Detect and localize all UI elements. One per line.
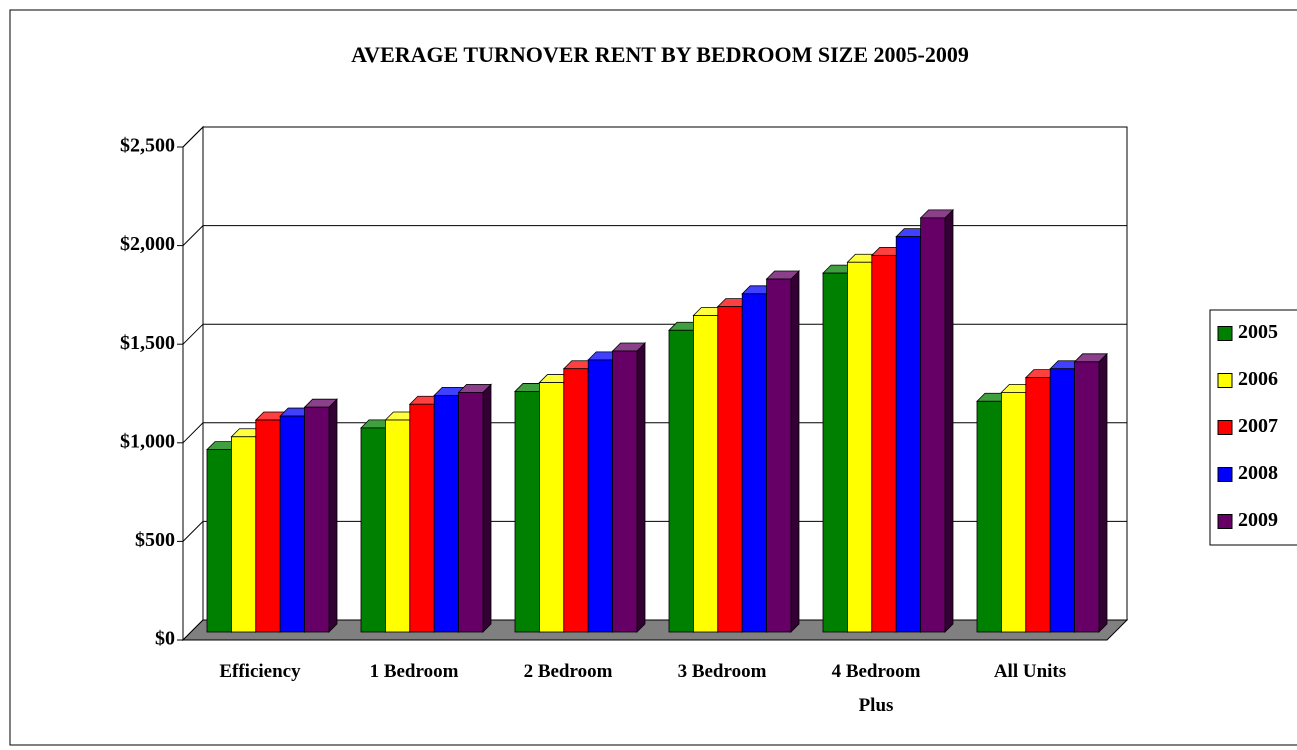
bar [230, 436, 257, 633]
bar [539, 382, 565, 633]
legend-label: 2009 [1238, 509, 1278, 531]
bar [360, 427, 386, 633]
bar [920, 217, 946, 633]
bar-side [328, 398, 338, 633]
legend-swatch [1217, 514, 1233, 529]
bar-side [790, 270, 800, 633]
x-tick-label: 1 Bedroom [369, 661, 459, 682]
bar [384, 419, 411, 633]
bar [458, 392, 484, 633]
bar [693, 315, 719, 633]
bar [433, 394, 460, 633]
x-tick-label: 2 Bedroom [523, 661, 613, 682]
bar [255, 419, 281, 633]
y-tick-label: $2,000 [120, 233, 175, 255]
x-tick-label: Efficiency [219, 661, 301, 682]
chart-title: AVERAGE TURNOVER RENT BY BEDROOM SIZE 20… [351, 42, 969, 67]
bar [304, 406, 330, 633]
legend-label: 2005 [1238, 321, 1278, 343]
bar-side [482, 383, 492, 633]
bar [871, 254, 897, 633]
bar [766, 278, 792, 633]
x-tick-label: All Units [993, 661, 1067, 682]
bar [1074, 361, 1100, 633]
chart-frame [9, 9, 1297, 746]
bar [1001, 392, 1027, 633]
legend-swatch [1217, 373, 1233, 388]
y-tick-label: $1,000 [120, 430, 175, 452]
x-tick-label: 3 Bedroom [677, 661, 767, 682]
y-tick-label: $500 [135, 529, 175, 551]
bar [668, 329, 694, 633]
grid-line [182, 225, 1127, 246]
bar-side [636, 342, 646, 633]
bar [717, 306, 743, 633]
legend-label: 2008 [1238, 462, 1278, 484]
bar [847, 261, 873, 633]
bar [612, 350, 638, 633]
bar [976, 400, 1002, 633]
x-tick-label: 4 Bedroom Plus [831, 661, 921, 716]
side-wall [182, 125, 204, 642]
bar [895, 236, 922, 633]
grid-line [182, 520, 1127, 542]
bar [279, 415, 306, 633]
grid-line [182, 126, 1127, 148]
legend-swatch [1217, 467, 1233, 482]
legend-label: 2006 [1238, 368, 1278, 390]
y-tick-label: $2,500 [120, 135, 175, 157]
bar-side [1098, 352, 1108, 633]
legend-swatch [1217, 326, 1233, 341]
legend-swatch [1217, 420, 1233, 435]
bar [514, 391, 540, 633]
bar [1049, 368, 1075, 633]
bar [1025, 377, 1051, 633]
bar [563, 368, 589, 633]
bar [741, 293, 768, 633]
legend-label: 2007 [1238, 415, 1278, 437]
grid-line [182, 422, 1127, 444]
bar-side [944, 208, 954, 633]
grid-line [182, 323, 1127, 345]
bar [822, 272, 848, 633]
y-tick-label: $1,500 [120, 332, 175, 354]
bar [409, 403, 435, 633]
bar [587, 359, 614, 633]
y-tick-label: $0 [155, 628, 175, 650]
bar [206, 449, 232, 633]
